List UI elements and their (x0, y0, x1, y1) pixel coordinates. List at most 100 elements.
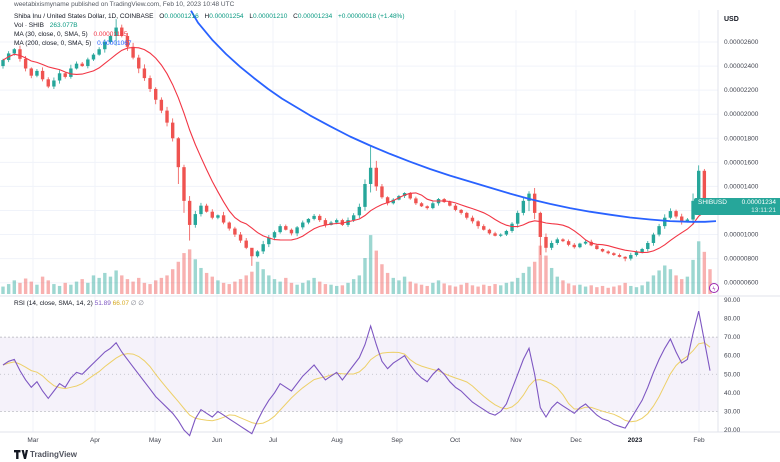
volume-bar (97, 277, 101, 294)
price-tick-label[interactable]: 0.00000800 (724, 256, 759, 263)
volume-bar (391, 277, 395, 294)
candle (91, 54, 96, 60)
volume-bar (261, 269, 265, 294)
legend-ma200-row[interactable]: MA (200, close, 0, SMA, 5) 0.00001067 (14, 39, 405, 48)
candle (363, 184, 367, 207)
price-tick-label[interactable]: 0.00002200 (724, 87, 759, 94)
time-axis-label[interactable]: Nov (510, 437, 522, 444)
time-axis-label[interactable]: May (149, 437, 162, 444)
price-tick-label[interactable]: 0.00002000 (724, 111, 759, 118)
event-marker-icon[interactable] (709, 283, 719, 293)
ma30-value: 0.00001185 (93, 31, 128, 38)
volume-bar (487, 285, 492, 294)
rsi-tick-label[interactable]: 80.00 (724, 316, 741, 323)
candle (199, 205, 203, 215)
candle (170, 122, 175, 139)
price-tick-label[interactable]: 0.00001400 (724, 183, 759, 190)
candle (63, 73, 67, 77)
candle (238, 234, 243, 241)
rsi-tick-label[interactable]: 50.00 (724, 371, 741, 378)
time-axis-label[interactable]: Aug (331, 437, 343, 444)
time-axis-label[interactable]: Jul (269, 437, 278, 444)
volume-bar (442, 283, 446, 294)
volume-bar (318, 281, 322, 294)
volume-bar (335, 285, 339, 294)
time-axis-label[interactable]: Apr (90, 437, 101, 444)
rsi-tick-label[interactable]: 20.00 (724, 427, 741, 434)
volume-bar (425, 285, 429, 294)
time-axis-label[interactable]: Jun (212, 437, 223, 444)
publish-info-text: weetabixismyname published on TradingVie… (14, 1, 235, 8)
price-scale-currency[interactable]: USD (724, 16, 739, 23)
candle (391, 199, 395, 204)
volume-bar (40, 276, 45, 294)
candle (278, 226, 282, 233)
legend-symbol-row[interactable]: Shiba Inu / United States Dollar, 1D, CO… (14, 12, 405, 21)
rsi-tick-label[interactable]: 70.00 (724, 334, 741, 341)
candle (114, 27, 118, 36)
candle (187, 200, 192, 225)
price-tick-label[interactable]: 0.00002600 (724, 39, 759, 46)
rsi-legend-row[interactable]: RSI (14, close, SMA, 14, 2) 51.89 66.07 … (14, 299, 144, 307)
legend-ma30-row[interactable]: MA (30, close, 0, SMA, 5) 0.00001185 (14, 30, 405, 39)
rsi-ma-value: 66.07 (112, 300, 129, 307)
time-axis-label[interactable]: Sep (391, 437, 403, 444)
price-tick-label[interactable]: 0.00001000 (724, 232, 759, 239)
candle (595, 245, 599, 250)
volume-bar (18, 282, 22, 294)
rsi-tick-label[interactable]: 90.00 (724, 297, 741, 304)
volume-bar (351, 279, 356, 294)
time-axis-label[interactable]: 2023 (628, 437, 643, 444)
tradingview-logo-icon[interactable] (14, 450, 28, 460)
rsi-tick-label[interactable]: 30.00 (724, 408, 741, 415)
volume-label: Vol · SHIB (14, 22, 44, 29)
volume-bar (340, 285, 345, 294)
time-axis-label[interactable]: Dec (570, 437, 582, 444)
volume-bar (182, 253, 186, 294)
rsi-tick-label[interactable]: 40.00 (724, 390, 741, 397)
time-axis-label[interactable]: Mar (27, 437, 39, 444)
price-tick-label[interactable]: 0.00001800 (724, 135, 759, 142)
candle (368, 167, 373, 185)
candle (674, 211, 678, 217)
volume-bar (532, 261, 537, 294)
time-axis-label[interactable]: Feb (693, 437, 705, 444)
volume-bar (346, 282, 350, 294)
volume-bar (589, 285, 593, 294)
volume-bar (199, 267, 203, 294)
candle (696, 170, 701, 201)
candle (108, 35, 113, 42)
volume-bar (363, 258, 367, 294)
candle (148, 78, 152, 89)
volume-bar (154, 280, 158, 294)
ohlc-open: O0.00001216 (159, 13, 199, 20)
price-tick-label[interactable]: 0.00001600 (724, 159, 759, 166)
volume-bar (549, 267, 554, 294)
rsi-line (2, 310, 711, 437)
current-price-label: SHIBUSD 0.00001234 13:11:21 (694, 198, 780, 215)
ohlc-close: C0.00001234 (293, 13, 333, 20)
volume-bar (142, 282, 147, 294)
price-tick-label[interactable]: 0.00002400 (724, 63, 759, 70)
volume-bar (91, 275, 96, 294)
volume-bar (52, 284, 56, 294)
rsi-value: 51.89 (94, 300, 111, 307)
volume-bar (685, 276, 690, 294)
candle (165, 110, 169, 123)
volume-bar (657, 270, 661, 294)
legend-volume-row[interactable]: Vol · SHIB 263.077B (14, 21, 405, 30)
volume-bar (131, 281, 135, 294)
candle (657, 226, 661, 235)
tradingview-brand-text[interactable]: TradingView (30, 450, 77, 459)
candle (691, 200, 695, 220)
time-axis-label[interactable]: Oct (450, 437, 460, 444)
candle (74, 63, 79, 69)
footer-bar: TradingView (0, 447, 780, 462)
candle (312, 215, 316, 219)
volume-bar (408, 281, 412, 294)
candle (459, 209, 463, 213)
price-tick-label[interactable]: 0.00000600 (724, 280, 759, 287)
rsi-tick-label[interactable]: 60.00 (724, 353, 741, 360)
